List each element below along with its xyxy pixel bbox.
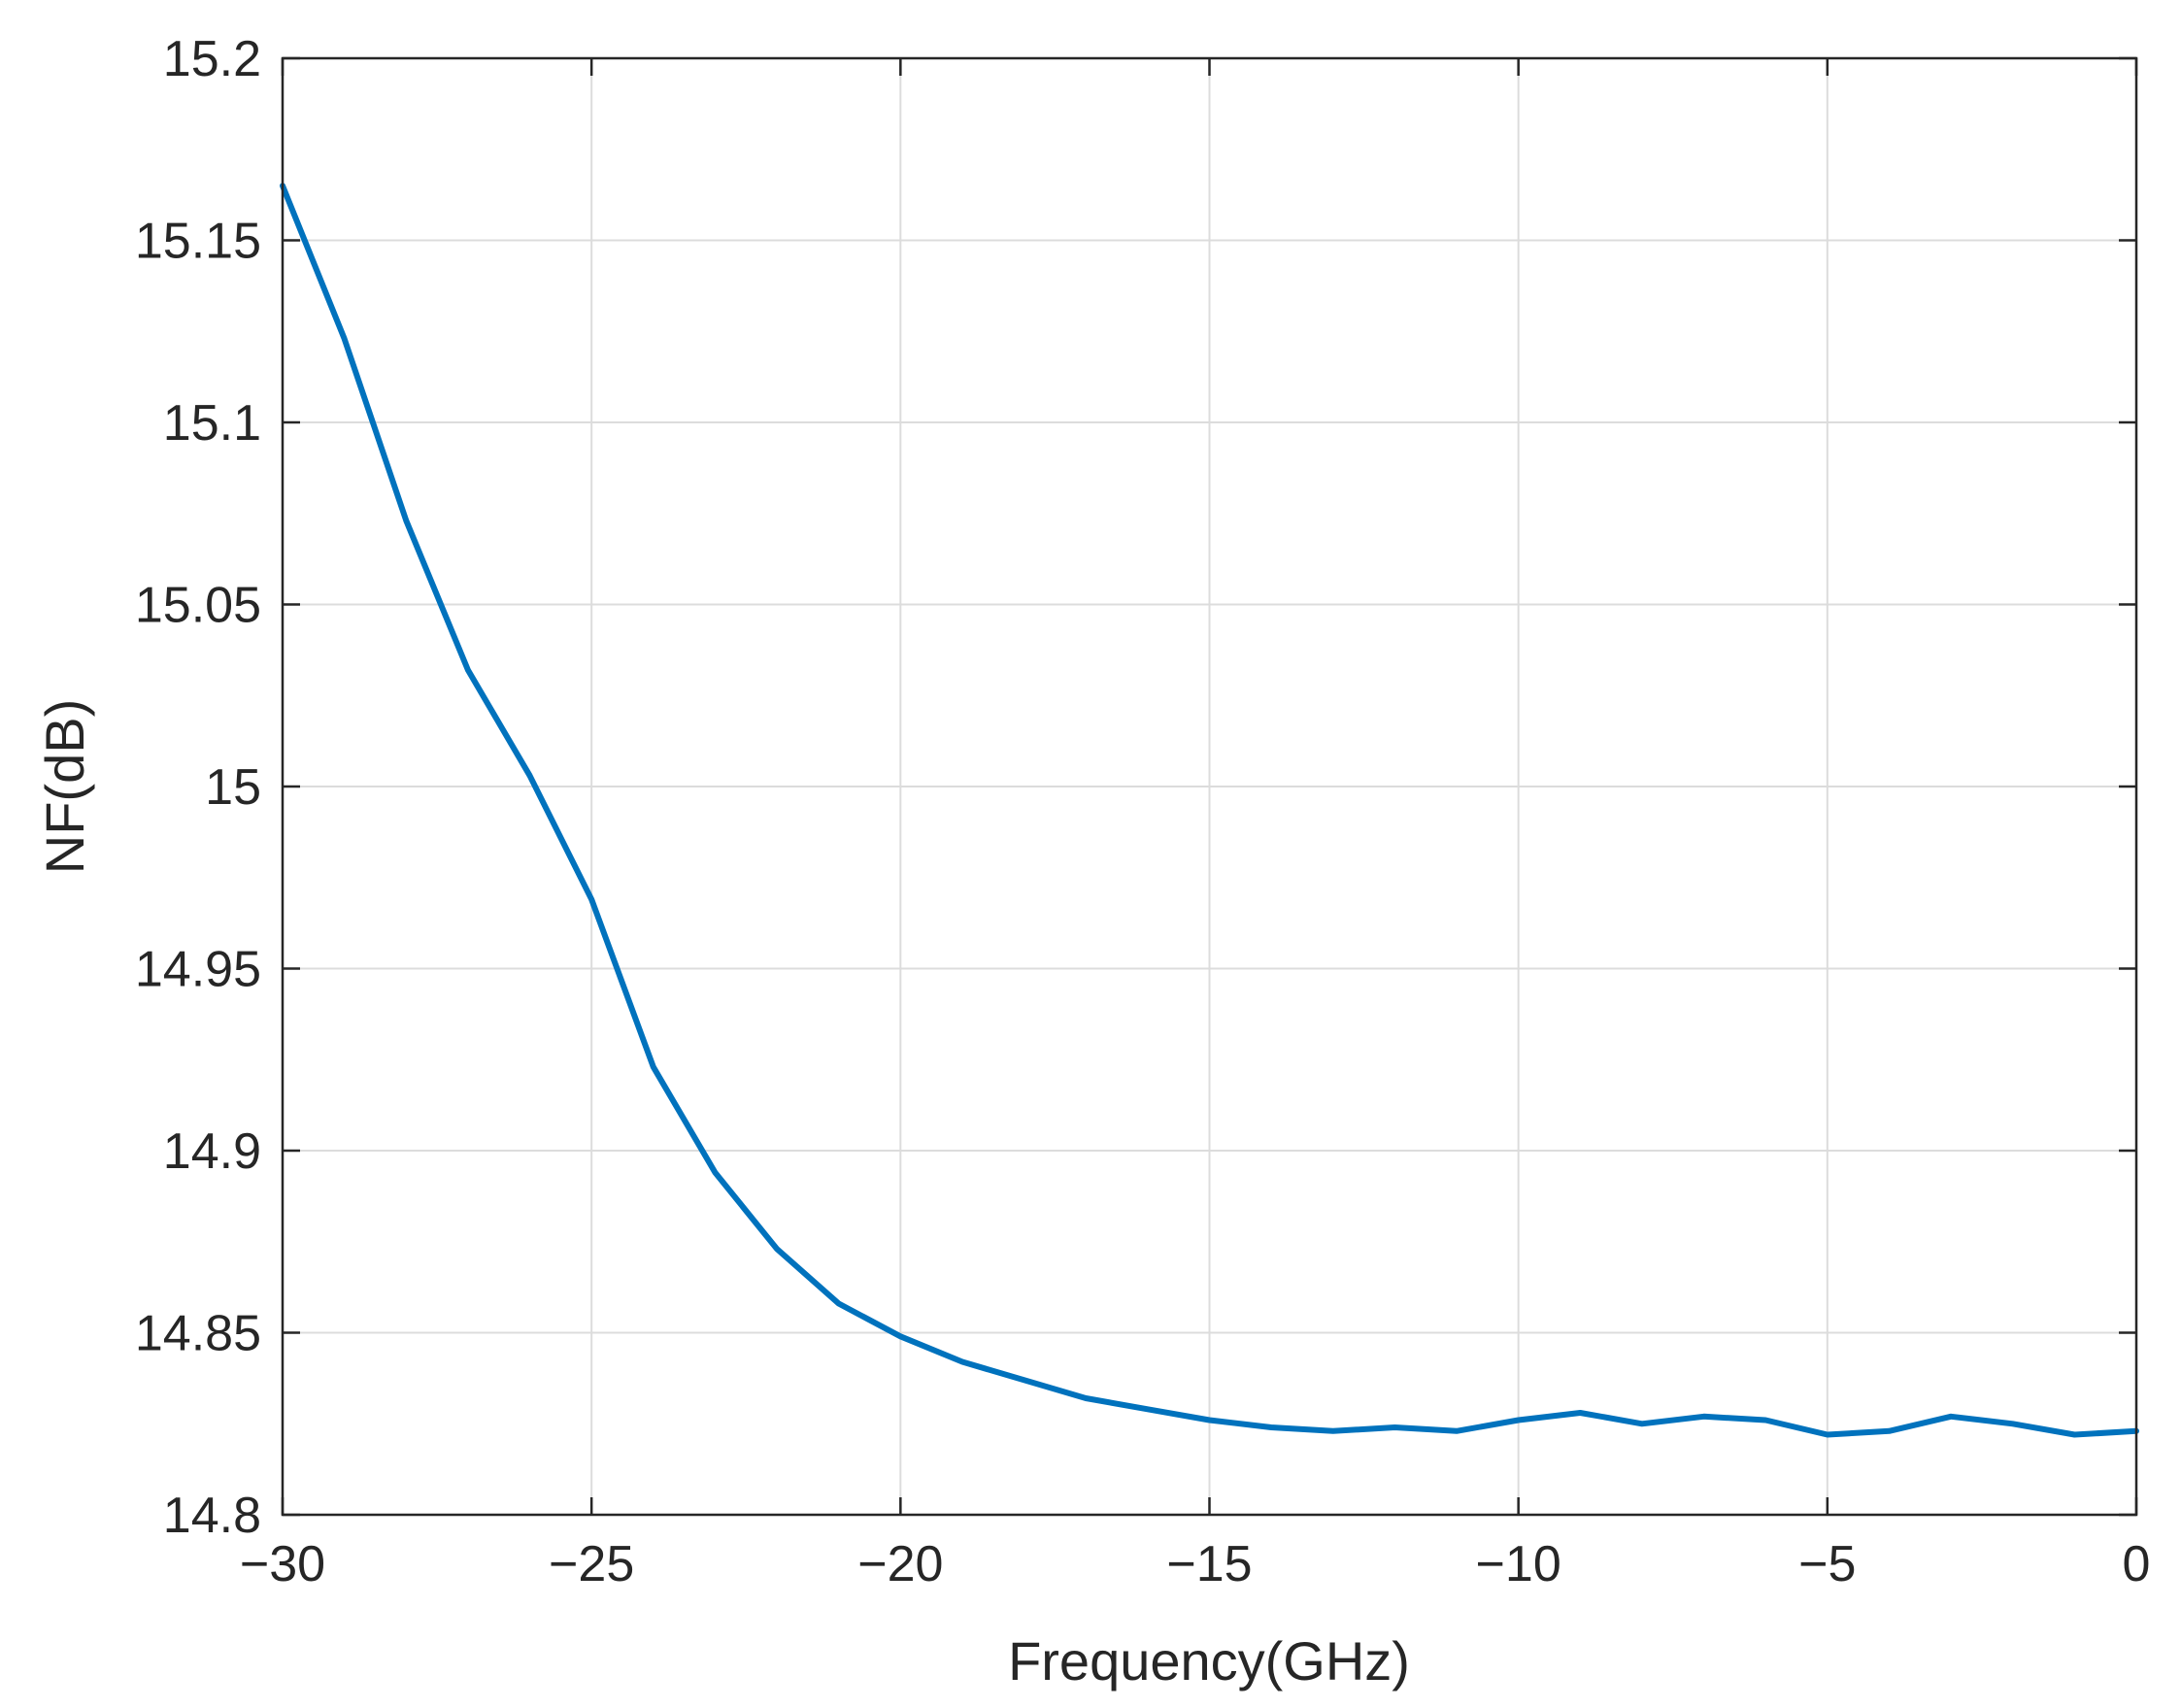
series-group <box>280 183 2139 1438</box>
x-tick-label: −30 <box>240 1536 325 1592</box>
y-tick-label: 15.2 <box>163 31 261 87</box>
y-tick-label: 15 <box>205 759 261 816</box>
y-tick-label: 15.05 <box>135 578 261 634</box>
x-tick-label: 0 <box>2123 1536 2151 1592</box>
y-tick-label: 14.95 <box>135 942 261 998</box>
x-axis-label: Frequency(GHz) <box>1008 1630 1410 1691</box>
x-tick-labels: −30 −25 −20 −15 −10 −5 0 <box>240 1536 2151 1592</box>
x-tick-label: −15 <box>1166 1536 1252 1592</box>
y-tick-label: 14.8 <box>163 1488 261 1544</box>
y-tick-labels: 14.8 14.85 14.9 14.95 15 15.05 15.1 15.15 15.2 <box>135 31 261 1544</box>
nf-series-line <box>280 183 2139 1438</box>
y-tick-label: 14.9 <box>163 1123 261 1180</box>
x-tick-label: −10 <box>1476 1536 1561 1592</box>
tick-marks <box>281 56 2138 1517</box>
y-tick-label: 15.1 <box>163 395 261 452</box>
x-tick-label: −25 <box>549 1536 634 1592</box>
grid-lines <box>283 58 2136 1515</box>
x-tick-label: −5 <box>1798 1536 1856 1592</box>
x-tick-label: −20 <box>857 1536 943 1592</box>
y-tick-label: 15.15 <box>135 214 261 270</box>
y-axis-label: NF(dB) <box>34 699 95 874</box>
y-tick-label: 14.85 <box>135 1306 261 1362</box>
